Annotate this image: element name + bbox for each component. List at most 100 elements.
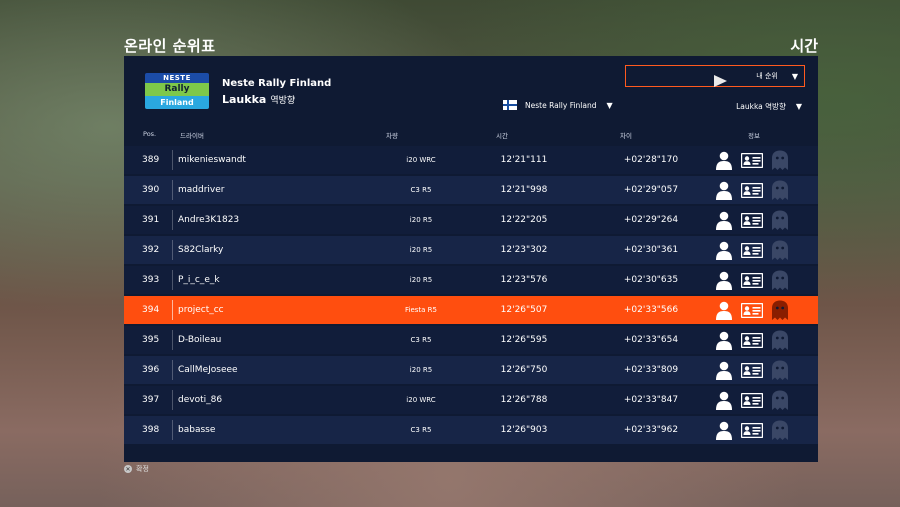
person-icon[interactable] <box>715 361 733 380</box>
row-pos: 396 <box>142 365 160 375</box>
finland-flag-icon <box>503 100 517 110</box>
col-info: 정보 <box>748 132 760 140</box>
person-icon[interactable] <box>715 181 733 200</box>
table-row[interactable]: 395 D-Boileau C3 R5 12'26"595 +02'33"654 <box>124 326 818 354</box>
stage-label: Laukka <box>222 93 267 106</box>
row-pos: 390 <box>142 185 160 195</box>
caret-down-icon: ▼ <box>791 71 798 81</box>
row-time: 12'26"507 <box>500 305 548 315</box>
row-car: C3 R5 <box>410 186 432 194</box>
row-time: 12'21"998 <box>500 185 548 195</box>
person-icon[interactable] <box>715 421 733 440</box>
ghost-icon[interactable] <box>771 240 789 260</box>
row-time: 12'22"205 <box>500 215 548 225</box>
ghost-icon[interactable] <box>771 180 789 200</box>
col-time: 시간 <box>496 132 508 140</box>
table-row[interactable]: 396 CallMeJoseee i20 R5 12'26"750 +02'33"809 <box>124 356 818 384</box>
profile-card-icon[interactable] <box>741 393 763 408</box>
row-car: i20 R5 <box>409 216 433 224</box>
row-car: C3 R5 <box>410 426 432 434</box>
row-time: 12'26"595 <box>500 335 548 345</box>
ghost-icon[interactable] <box>771 270 789 290</box>
profile-card-icon[interactable] <box>741 153 763 168</box>
column-headers: Pos. 드라이버 차량 시간 차이 정보 <box>124 130 818 142</box>
col-driver: 드라이버 <box>180 132 204 140</box>
person-icon[interactable] <box>715 151 733 170</box>
row-separator <box>172 150 173 170</box>
ghost-icon[interactable] <box>771 210 789 230</box>
ghost-icon[interactable] <box>771 360 789 380</box>
row-driver: babasse <box>178 425 216 435</box>
row-separator <box>172 300 173 320</box>
person-icon[interactable] <box>715 241 733 260</box>
row-pos: 392 <box>142 245 160 255</box>
confirm-label: 확정 <box>136 465 149 473</box>
table-row-current-player[interactable]: 394 project_cc Fiesta R5 12'26"507 +02'33"56… <box>124 296 818 324</box>
profile-card-icon[interactable] <box>741 213 763 228</box>
cross-button-icon: ✕ <box>124 465 132 473</box>
row-separator <box>172 240 173 260</box>
table-row[interactable]: 398 babasse C3 R5 12'26"903 +02'33"962 <box>124 416 818 444</box>
table-row[interactable]: 390 maddriver C3 R5 12'21"998 +02'29"057 <box>124 176 818 204</box>
person-icon[interactable] <box>715 331 733 350</box>
caret-down-icon: ▼ <box>606 100 613 110</box>
row-separator <box>172 270 173 290</box>
table-row[interactable]: 393 P_i_c_e_k i20 R5 12'23"576 +02'30"635 <box>124 266 818 294</box>
profile-card-icon[interactable] <box>741 423 763 438</box>
table-row[interactable]: 397 devoti_86 i20 WRC 12'26"788 +02'33"847 <box>124 386 818 414</box>
profile-card-icon[interactable] <box>741 183 763 198</box>
row-separator <box>172 210 173 230</box>
row-time: 12'21"111 <box>500 155 548 165</box>
row-pos: 395 <box>142 335 160 345</box>
row-separator <box>172 360 173 380</box>
row-diff: +02'33"847 <box>623 395 679 405</box>
stage-dropdown[interactable]: Laukka 역방향 ▼ <box>736 101 802 112</box>
ghost-icon[interactable] <box>771 150 789 170</box>
event-dropdown-label: Neste Rally Finland <box>525 100 597 110</box>
col-diff: 차이 <box>620 132 632 140</box>
person-icon[interactable] <box>715 271 733 290</box>
row-time: 12'23"302 <box>500 245 548 255</box>
ghost-icon[interactable] <box>771 330 789 350</box>
table-row[interactable]: 392 S82Clarky i20 R5 12'23"302 +02'30"361 <box>124 236 818 264</box>
row-pos: 393 <box>142 275 160 285</box>
person-icon[interactable] <box>715 391 733 410</box>
event-title: Neste Rally Finland <box>222 78 332 89</box>
col-car: 차량 <box>386 132 398 140</box>
logo-line2: Rally <box>145 83 209 96</box>
leaderboard-panel: NESTE Rally Finland Neste Rally Finland … <box>124 56 818 462</box>
row-diff: +02'28"170 <box>623 155 679 165</box>
rally-logo: NESTE Rally Finland <box>145 73 209 109</box>
row-separator <box>172 390 173 410</box>
row-pos: 391 <box>142 215 160 225</box>
row-diff: +02'33"654 <box>623 335 679 345</box>
ghost-icon[interactable] <box>771 390 789 410</box>
row-car: i20 WRC <box>406 396 436 404</box>
leaderboard-filter-label: 내 순위 <box>756 72 778 80</box>
ghost-icon[interactable] <box>771 300 789 320</box>
row-car: i20 R5 <box>409 276 433 284</box>
row-pos: 398 <box>142 425 160 435</box>
profile-card-icon[interactable] <box>741 333 763 348</box>
table-row[interactable]: 389 mikenieswandt i20 WRC 12'21"111 +02'28"1… <box>124 146 818 174</box>
event-dropdown[interactable]: Neste Rally Finland ▼ <box>503 100 613 110</box>
row-driver: S82Clarky <box>178 245 224 255</box>
leaderboard-rows: 389 mikenieswandt i20 WRC 12'21"111 +02'28"1… <box>124 146 818 446</box>
stage-dropdown-label: Laukka 역방향 <box>736 102 786 111</box>
footer-hint[interactable]: ✕ 확정 <box>124 464 149 474</box>
person-icon[interactable] <box>715 211 733 230</box>
profile-card-icon[interactable] <box>741 273 763 288</box>
row-diff: +02'29"264 <box>623 215 679 225</box>
table-row[interactable]: 391 Andre3K1823 i20 R5 12'22"205 +02'29"264 <box>124 206 818 234</box>
row-diff: +02'30"635 <box>623 275 679 285</box>
ghost-icon[interactable] <box>771 420 789 440</box>
profile-card-icon[interactable] <box>741 363 763 378</box>
row-car: i20 WRC <box>406 156 436 164</box>
person-icon[interactable] <box>715 301 733 320</box>
screen-title: 온라인 순위표 <box>124 37 216 55</box>
row-time: 12'23"576 <box>500 275 548 285</box>
profile-card-icon[interactable] <box>741 303 763 318</box>
profile-card-icon[interactable] <box>741 243 763 258</box>
row-car: Fiesta R5 <box>405 306 437 314</box>
row-driver: project_cc <box>178 305 224 315</box>
